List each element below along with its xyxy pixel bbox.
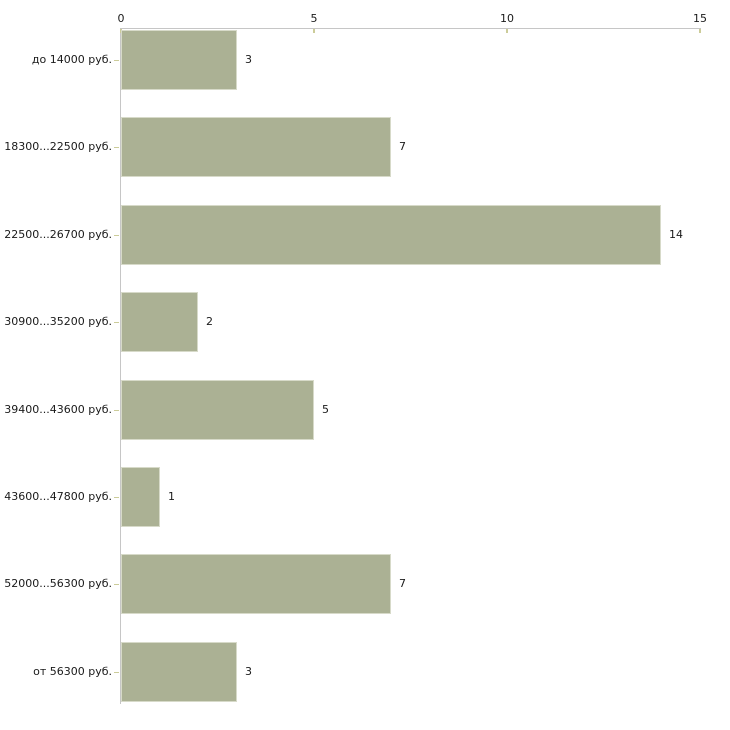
category-tick-mark: [114, 60, 119, 61]
bar: [121, 117, 391, 178]
value-label: 3: [245, 664, 252, 678]
category-tick-mark: [114, 671, 119, 673]
bar: [121, 204, 661, 265]
category-tick-mark: [114, 147, 119, 149]
value-label: 1: [168, 490, 175, 503]
bar: [121, 30, 237, 90]
category-label: от 56300 руб.: [33, 664, 112, 678]
category-label: 22500...26700 руб.: [4, 227, 112, 241]
category-tick-mark: [114, 409, 119, 411]
value-label: 14: [669, 227, 683, 241]
x-axis-tick-mark: [506, 29, 508, 33]
bar: [121, 554, 391, 615]
value-label: 2: [206, 315, 213, 329]
x-axis-line: [120, 28, 701, 29]
category-label: 43600...47800 руб.: [4, 490, 112, 503]
category-tick-mark: [114, 322, 119, 324]
category-label: до 14000 руб.: [31, 53, 112, 66]
x-axis-tick-label: 0: [117, 12, 125, 25]
category-tick-mark: [114, 234, 119, 236]
y-axis-line: [120, 28, 121, 704]
category-label: 30900...35200 руб.: [4, 315, 112, 329]
category-tick-mark: [114, 584, 119, 586]
value-label: 7: [399, 577, 406, 591]
category-label: 52000...56300 руб.: [4, 577, 112, 591]
x-axis-tick-label: 15: [693, 12, 707, 25]
value-label: 7: [399, 140, 406, 154]
x-axis-tick-mark: [313, 29, 315, 33]
category-tick-mark: [114, 497, 119, 498]
x-axis-tick-mark: [699, 29, 701, 33]
bar: [121, 292, 198, 353]
bar: [121, 641, 237, 702]
x-axis-tick-label: 10: [500, 12, 514, 25]
bar: [121, 467, 160, 527]
value-label: 5: [322, 402, 329, 416]
x-axis-tick-label: 5: [310, 12, 318, 25]
category-label: 18300...22500 руб.: [4, 140, 112, 154]
bar: [121, 379, 314, 440]
category-label: 39400...43600 руб.: [4, 402, 112, 416]
value-label: 3: [245, 53, 252, 66]
